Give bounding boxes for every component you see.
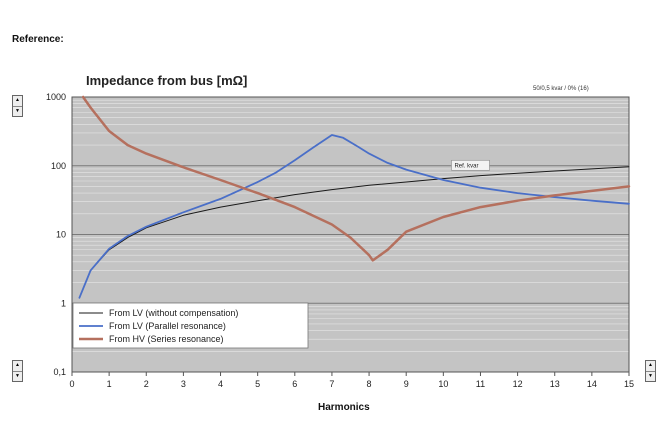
- x-tick-label: 6: [292, 379, 297, 389]
- y-tick-label: 10: [56, 230, 66, 240]
- x-tick-label: 9: [404, 379, 409, 389]
- legend: From LV (without compensation) From LV (P…: [72, 302, 309, 349]
- reference-label: Reference:: [12, 34, 64, 45]
- legend-box: [72, 302, 309, 349]
- x-tick-label: 12: [513, 379, 523, 389]
- x-tick-label: 14: [587, 379, 597, 389]
- legend-entry: From LV (without compensation): [109, 308, 238, 318]
- x-tick-label: 8: [367, 379, 372, 389]
- spin-up-icon[interactable]: ▲: [15, 362, 20, 368]
- x-tick-label: 1: [107, 379, 112, 389]
- y-axis-ticks: 0,1 1 10 100 1000: [46, 92, 66, 377]
- series-layer: [78, 95, 631, 299]
- y-scale-top-spinner[interactable]: ▲ ▼: [12, 95, 23, 117]
- series-line: [78, 166, 630, 299]
- spin-down-icon[interactable]: ▼: [13, 370, 22, 382]
- x-tick-label: 0: [69, 379, 74, 389]
- annotation-layer: Ref. kvar: [451, 159, 490, 171]
- spin-up-icon[interactable]: ▲: [15, 97, 20, 103]
- x-tick-label: 3: [181, 379, 186, 389]
- x-tick-label: 15: [624, 379, 634, 389]
- y-scale-bottom-spinner[interactable]: ▲ ▼: [12, 360, 23, 382]
- y-tick-label: 1: [61, 298, 66, 308]
- x-axis-title: Harmonics: [318, 402, 370, 413]
- series-line: [81, 95, 631, 262]
- x-tick-label: 10: [438, 379, 448, 389]
- y-tick-label: 0,1: [53, 367, 66, 377]
- x-tick-label: 2: [144, 379, 149, 389]
- plot-border: [71, 96, 630, 373]
- spin-down-icon[interactable]: ▼: [646, 370, 655, 382]
- y-tick-label: 100: [51, 161, 66, 171]
- x-tick-label: 4: [218, 379, 223, 389]
- series-line: [78, 134, 630, 299]
- annotation-label: Ref. kvar: [454, 163, 478, 169]
- x-axis-ticks: 0 1 2 3 4 5 6 7 8 9 10 11 12 13 14 15: [69, 372, 634, 389]
- legend-entry: From LV (Parallel resonance): [109, 321, 226, 331]
- x-tick-label: 5: [255, 379, 260, 389]
- corner-note: 50/0,5 kvar / 0% (16): [533, 86, 589, 92]
- chart-title: Impedance from bus [mΩ]: [86, 73, 248, 88]
- y-tick-label: 1000: [46, 92, 66, 102]
- x-tick-label: 13: [550, 379, 560, 389]
- spin-up-icon[interactable]: ▲: [648, 362, 653, 368]
- annotation-box: [451, 159, 490, 171]
- legend-entry: From HV (Series resonance): [109, 334, 224, 344]
- x-tick-label: 11: [476, 379, 485, 389]
- x-scale-spinner[interactable]: ▲ ▼: [645, 360, 656, 382]
- x-tick-label: 7: [329, 379, 334, 389]
- spin-down-icon[interactable]: ▼: [13, 105, 22, 117]
